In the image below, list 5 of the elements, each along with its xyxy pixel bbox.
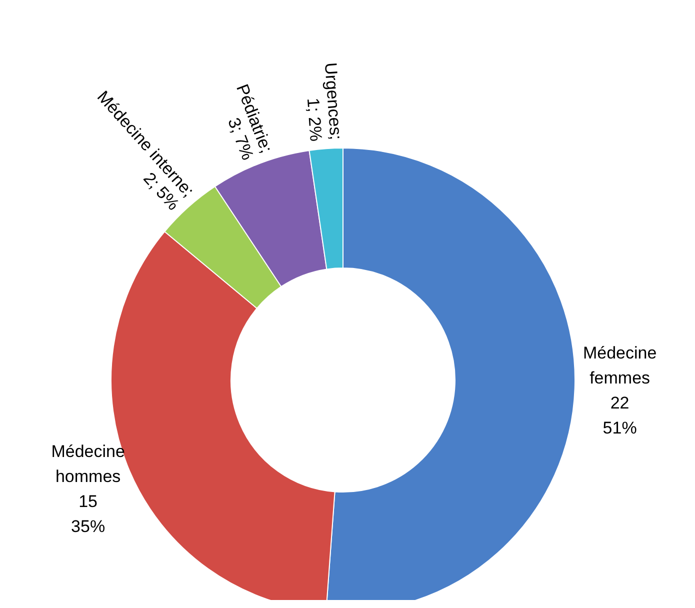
slice-label: Médecine femmes — [582, 344, 657, 388]
slice-label: Urgences; 1; 2% — [303, 62, 346, 142]
slice-label: Médecine hommes — [51, 442, 125, 486]
data-label: 22 51% — [602, 394, 637, 438]
data-label: 15 35% — [71, 492, 106, 536]
